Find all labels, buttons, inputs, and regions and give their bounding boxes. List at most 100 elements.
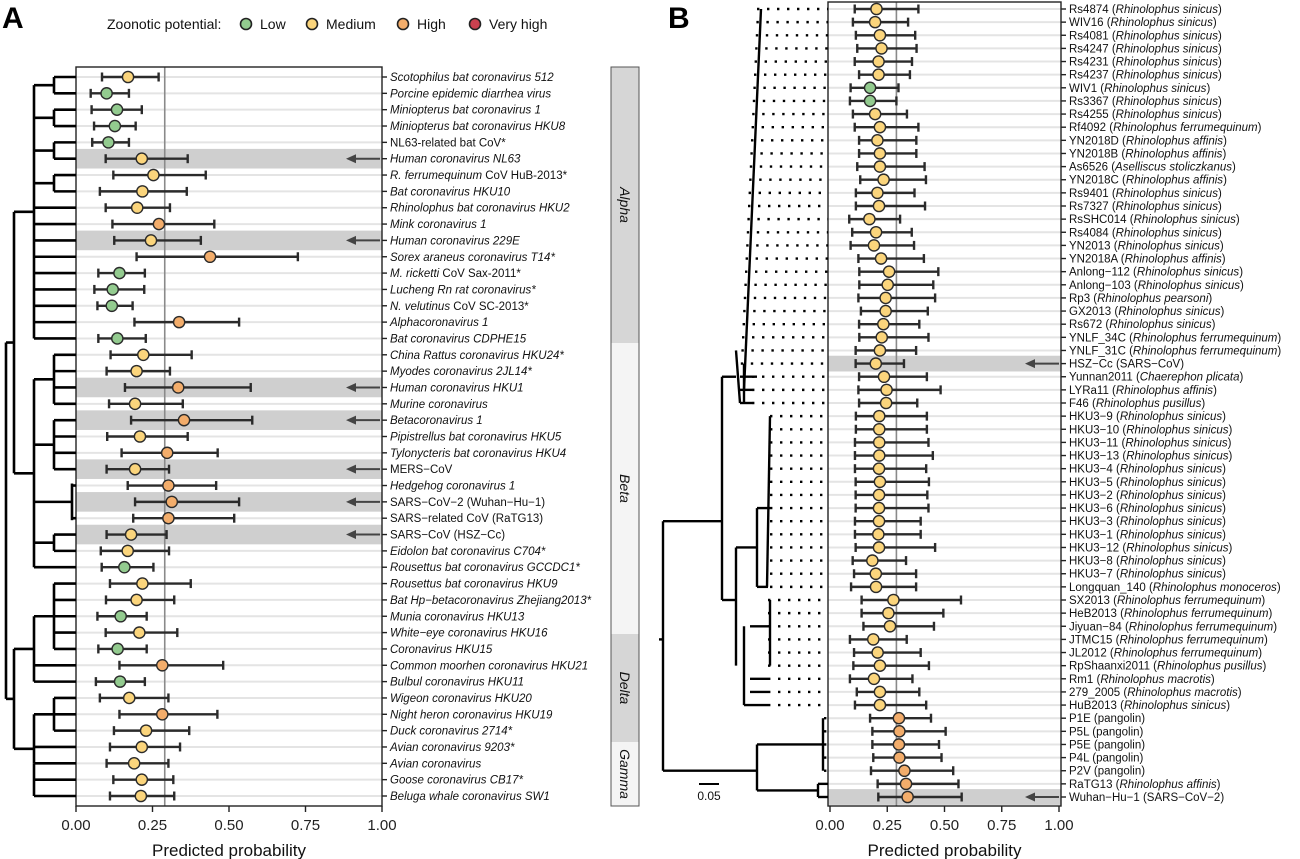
x-axis-title: Predicted probability (867, 841, 1022, 859)
row-label: RpShaanxi2011 (Rhinolophus pusillus) (1069, 661, 1267, 673)
row-label: RaTG13 (Rhinolophus affinis) (1069, 779, 1221, 791)
data-point (872, 55, 885, 68)
host-name: Rhinolophus sinicus (1116, 96, 1219, 108)
strain-name: HKU3−6 ( (1069, 503, 1120, 515)
row-label: Rs4081 (Rhinolophus sinicus) (1069, 30, 1222, 42)
data-point (873, 28, 887, 42)
highlight-arrow-head (1025, 792, 1035, 802)
host-name: Rhinolophus sinicus (1109, 319, 1212, 331)
row-label: YN2018C (Rhinolophus affinis) (1069, 175, 1227, 187)
row-label: HKU3−11 (Rhinolophus sinicus) (1069, 437, 1232, 449)
strain-name: As6526 ( (1069, 162, 1115, 174)
data-point (877, 317, 890, 331)
row-label: HKU3−2 (Rhinolophus sinicus) (1069, 490, 1226, 502)
data-point (871, 186, 884, 200)
host-name: Rhinolophus sinicus (1104, 83, 1207, 95)
data-point (887, 593, 900, 607)
host-name: Rhinolophus monoceros (1153, 582, 1277, 594)
host-name: Chaerephon plicata (1140, 372, 1240, 384)
genus-band-beta (611, 343, 639, 634)
scale-bar-label: 0.05 (697, 789, 721, 803)
strain-name: P2V ( (1069, 766, 1098, 778)
legend-label: Low (260, 16, 287, 32)
data-point (135, 152, 149, 166)
data-point (872, 449, 886, 462)
x-tick-label: 0.25 (138, 817, 167, 834)
legend-title: Zoonotic potential: (107, 16, 221, 32)
legend-label: Very high (489, 16, 547, 32)
strain-name: Rs4255 ( (1069, 109, 1116, 121)
row-label: Betacoronavirus 1 (390, 415, 483, 427)
genus-label: Beta (617, 474, 633, 503)
row-label: Alphacoronavirus 1 (389, 317, 488, 329)
strain-name: F46 ( (1069, 398, 1096, 410)
host-name: Rhinolophus ferrumequinum (1119, 634, 1264, 646)
strain-name: YN2018A ( (1069, 254, 1125, 266)
row-label: RsSHC014 (Rhinolophus sinicus) (1069, 214, 1240, 226)
strain-name: YN2013 ( (1069, 240, 1118, 252)
data-point (171, 381, 185, 394)
row-label: Murine coronavirus (390, 399, 488, 411)
row-label: GX2013 (Rhinolophus sinicus) (1069, 306, 1225, 318)
data-point (863, 212, 876, 226)
strain-name: HKU3−5 ( (1069, 477, 1120, 489)
host-name: Rhinolophus sinicus (1111, 17, 1214, 29)
data-point (871, 134, 884, 147)
data-point (111, 332, 124, 345)
data-point (872, 488, 886, 502)
row-label: Myodes coronavirus 2JL14* (390, 366, 532, 378)
row-label: Pipistrellus bat coronavirus HKU5 (390, 432, 562, 444)
data-point (863, 81, 877, 95)
strain-name: Longquan_140 ( (1069, 582, 1153, 594)
row-label: Rousettus bat coronavirus GCCDC1* (390, 562, 580, 574)
genus-band-alpha (611, 67, 639, 343)
host-name: Rhinolophus sinicus (1116, 227, 1219, 239)
data-point (152, 217, 166, 231)
data-point (121, 544, 135, 558)
strain-name: HKU3−9 ( (1069, 411, 1120, 423)
data-point (873, 685, 887, 699)
data-point (128, 397, 142, 411)
row-label: SX2013 (Rhinolophus ferrumequinum) (1069, 595, 1265, 607)
host-name: Rhinolophus sinicus (1120, 411, 1223, 423)
data-point (111, 642, 124, 656)
host-name: Rhinolophus affinis (1126, 175, 1223, 187)
row-label: YN2018D (Rhinolophus affinis) (1069, 135, 1227, 147)
phylogenetic-tree (4, 75, 76, 798)
data-point (867, 672, 881, 686)
row-label: SARS−related CoV (RaTG13) (390, 513, 543, 525)
x-tick-label: 0.25 (873, 817, 902, 834)
legend-swatch-low (239, 17, 253, 31)
strain-name: Rs4247 ( (1069, 43, 1116, 55)
data-point (135, 740, 149, 754)
data-point (872, 528, 885, 541)
row-label: 279_2005 (Rhinolophus macrotis) (1069, 687, 1242, 699)
data-point (892, 711, 906, 725)
strain-name: WIV1 ( (1069, 83, 1104, 95)
host-name: Rhinolophus sinicus (1120, 556, 1223, 568)
row-label: WIV16 (Rhinolophus sinicus) (1069, 17, 1217, 29)
row-label: HKU3−13 (Rhinolophus sinicus) (1069, 451, 1233, 463)
strain-name: YN2018C ( (1069, 175, 1126, 187)
row-label: YN2018B (Rhinolophus affinis) (1069, 148, 1226, 160)
row-label: Mink coronavirus 1 (390, 219, 487, 231)
data-point (155, 707, 169, 721)
strain-name: Wuhan−Hu−1 ( (1069, 792, 1147, 804)
x-tick-label: 0.75 (291, 817, 320, 834)
row-label: P4L (pangolin) (1069, 753, 1144, 765)
strain-name: Rs4874 ( (1069, 4, 1116, 16)
row-label: HKU3−5 (Rhinolophus sinicus) (1069, 477, 1226, 489)
highlight-band (76, 524, 382, 545)
genus-band-delta (611, 634, 639, 742)
row-label: N. velutinus CoV SC-2013* (390, 301, 529, 313)
row-label: YNLF_31C (Rhinolophus ferrumequinum) (1069, 345, 1281, 357)
data-point (165, 495, 179, 509)
data-point (871, 646, 884, 659)
row-label: HKU3−8 (Rhinolophus sinicus) (1069, 556, 1226, 568)
data-point (872, 68, 885, 81)
genus-label: Alpha (617, 186, 633, 223)
host-name: Rhinolophus pusillus (1096, 398, 1202, 410)
row-label: Wuhan−Hu−1 (SARS−CoV−2) (1069, 792, 1224, 804)
strain-name: HKU3−3 ( (1069, 516, 1120, 528)
row-label: HuB2013 (Rhinolophus sinicus) (1069, 700, 1230, 712)
